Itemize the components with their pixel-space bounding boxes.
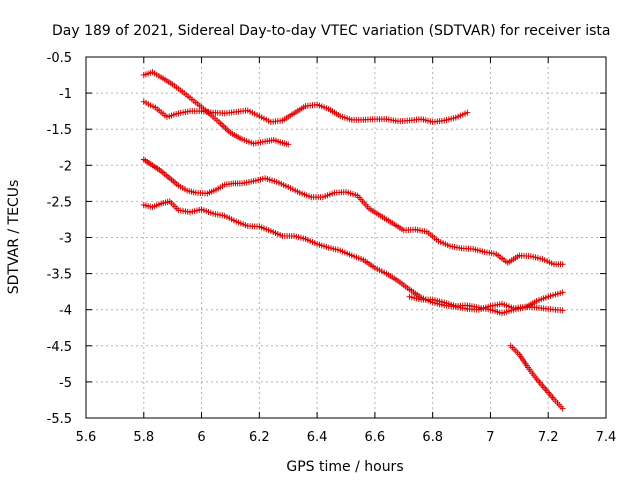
x-tick-label: 6.6 xyxy=(365,430,386,445)
x-tick-label: 6.8 xyxy=(422,430,443,445)
y-tick-label: -0.5 xyxy=(47,51,72,66)
y-tick-label: -5 xyxy=(59,376,72,391)
series-track-3 xyxy=(140,156,566,268)
y-tick-labels: -0.5 -1 -1.5 -2 -2.5 -3 -3.5 -4 -4.5 -5 -5.5 xyxy=(47,51,72,427)
x-tick-label: 6.2 xyxy=(249,430,270,445)
y-tick-label: -2 xyxy=(59,159,72,174)
x-axis-label: GPS time / hours xyxy=(286,459,403,475)
series-track-2 xyxy=(140,98,471,125)
y-tick-label: -1 xyxy=(59,87,72,102)
data-point xyxy=(559,289,566,296)
series-track-5 xyxy=(406,289,566,317)
y-tick-label: -2.5 xyxy=(47,195,72,210)
y-tick-label: -3.5 xyxy=(47,268,72,283)
series-track-1 xyxy=(140,69,292,148)
x-tick-label: 7.4 xyxy=(596,430,617,445)
y-axis-label: SDTVAR / TECUs xyxy=(6,180,22,295)
data-points xyxy=(140,69,566,412)
x-tick-label: 7 xyxy=(486,430,494,445)
y-tick-label: -3 xyxy=(59,232,72,247)
data-point xyxy=(559,405,566,412)
series-track-6 xyxy=(507,342,566,412)
y-tick-label: -4 xyxy=(59,304,72,319)
x-tick-label: 5.8 xyxy=(133,430,154,445)
data-point xyxy=(559,307,566,314)
x-tick-labels: 5.6 5.8 6 6.2 6.4 6.6 6.8 7 7.2 7.4 xyxy=(76,430,617,445)
data-point xyxy=(559,261,566,268)
y-tick-label: -5.5 xyxy=(47,412,72,427)
data-point xyxy=(285,141,292,148)
x-tick-label: 7.2 xyxy=(538,430,559,445)
x-tick-label: 6 xyxy=(197,430,205,445)
x-tick-label: 5.6 xyxy=(76,430,97,445)
data-point xyxy=(464,109,471,116)
x-tick-label: 6.4 xyxy=(307,430,328,445)
y-tick-label: -1.5 xyxy=(47,123,72,138)
axis-ticks xyxy=(85,56,607,419)
plot-frame xyxy=(85,56,607,419)
chart-title: Day 189 of 2021, Sidereal Day-to-day VTE… xyxy=(52,23,610,39)
y-tick-label: -4.5 xyxy=(47,340,72,355)
